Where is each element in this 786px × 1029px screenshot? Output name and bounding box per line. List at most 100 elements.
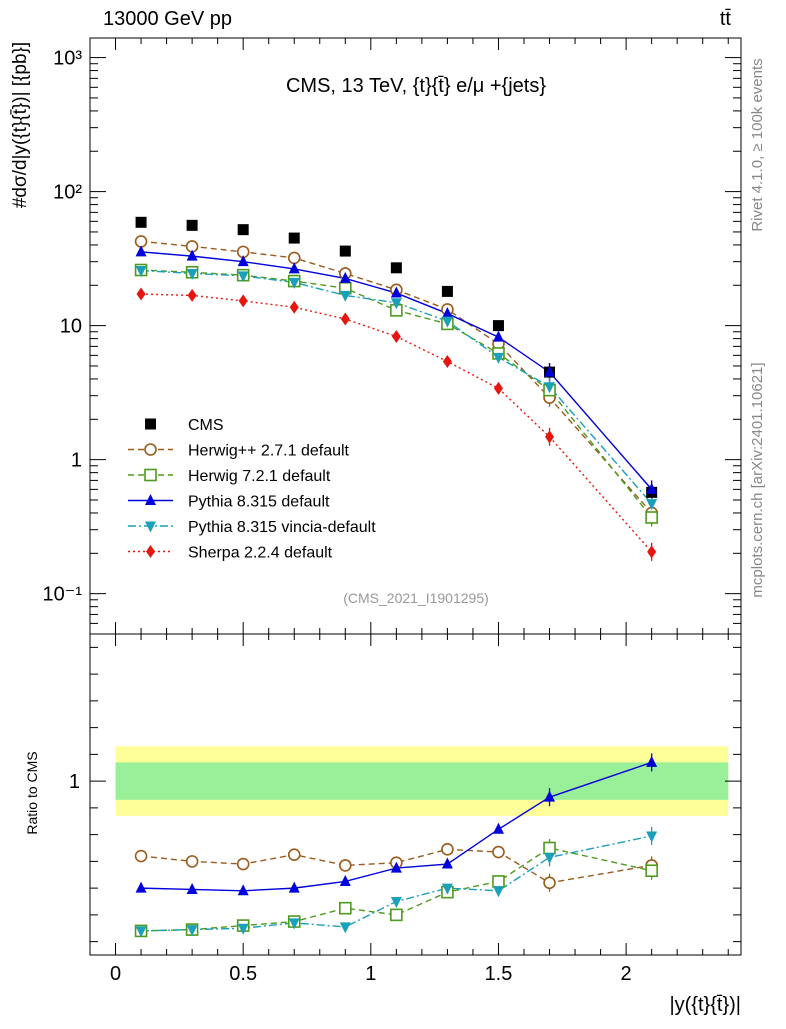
main-cms-point — [135, 216, 147, 228]
ratio-pythia-8-315-vincia-default-point — [390, 897, 402, 908]
main-pythia-8-315-default-point — [339, 271, 351, 283]
ratio-herwig-2-7-1-default-point — [492, 845, 505, 859]
main-sherpa-2-2-4-default-point — [136, 287, 146, 301]
main-cms-point — [186, 219, 198, 231]
x-tick-label: 2 — [621, 963, 632, 985]
data-markers — [134, 216, 658, 938]
ratio-pythia-8-315-vincia-default-point — [492, 886, 504, 898]
process-label: tt̄ — [720, 8, 732, 30]
main-cms-point — [339, 245, 351, 257]
legend-herwig-2-7-1-default-marker — [144, 443, 157, 456]
analysis-tag: (CMS_2021_I1901295) — [343, 590, 489, 606]
main-sherpa-2-2-4-default-point — [391, 329, 401, 343]
legend-pythia-8-315-default-label: Pythia 8.315 default — [188, 494, 330, 511]
main-pythia-8-315-vincia-default-point — [135, 265, 147, 277]
cms-uncertainty-bands — [115, 746, 729, 816]
main-pythia-8-315-vincia-default-point — [339, 290, 351, 302]
ratio-pythia-8-315-vincia-default-point — [135, 926, 147, 938]
ratio-pythia-8-315-default-point — [646, 755, 658, 767]
ratio-herwig-7-2-1-default-line — [141, 847, 652, 932]
ratio-pythia-8-315-vincia-default-point — [441, 883, 453, 895]
legend-pythia-8-315-vincia-default-marker — [145, 521, 156, 533]
ratio-pythia-8-315-vincia-default-point — [186, 925, 198, 937]
main-cms-point — [288, 232, 300, 244]
main-cms-point — [237, 224, 249, 236]
main-cms-point — [492, 320, 504, 332]
rivet-version-label: Rivet 4.1.0, ≥ 100k events — [749, 58, 766, 231]
main-pythia-8-315-default-point — [492, 330, 504, 342]
legend-cms-label: CMS — [188, 417, 224, 434]
legend-herwig-7-2-1-default-label: Herwig 7.2.1 default — [188, 468, 331, 485]
main-pythia-8-315-vincia-default-point — [441, 316, 453, 328]
main-sherpa-2-2-4-default-point — [647, 545, 657, 559]
x-tick-label: 0 — [110, 963, 121, 985]
x-axis-label: |y({t}{t̄})| — [669, 994, 741, 1016]
main-sherpa-2-2-4-default-point — [187, 288, 197, 302]
ratio-pythia-8-315-vincia-default-point — [288, 918, 300, 930]
main-cms-point — [390, 262, 402, 274]
x-tick-label: 1.5 — [485, 963, 513, 985]
ratio-herwig-7-2-1-default-point — [390, 908, 403, 922]
ratio-herwig-7-2-1-default-point — [543, 841, 556, 855]
ratio-pythia-8-315-default-point — [492, 822, 504, 834]
ratio-herwig-2-7-1-default-point — [134, 849, 148, 863]
main-sherpa-2-2-4-default-point — [442, 354, 452, 368]
ratio-pythia-8-315-default-point — [135, 881, 147, 893]
ratio-pythia-8-315-vincia-default-point — [544, 852, 556, 864]
main-y-tick-label: 10² — [53, 182, 82, 204]
main-y-tick-label: 10 — [60, 316, 82, 338]
main-sherpa-2-2-4-default-point — [545, 430, 555, 444]
ratio-pythia-8-315-vincia-default-point — [646, 831, 658, 843]
series-lines — [140, 240, 653, 932]
main-pythia-8-315-default-point — [646, 482, 658, 494]
main-pythia-8-315-default-point — [390, 286, 402, 298]
main-pythia-8-315-vincia-default-point — [237, 271, 249, 283]
ratio-pythia-8-315-default-point — [339, 874, 351, 886]
ratio-y-axis-label: Ratio to CMS — [24, 751, 40, 834]
main-pythia-8-315-vincia-default-point — [492, 352, 504, 364]
ratio-pythia-8-315-vincia-default-line — [141, 835, 652, 932]
ratio-pythia-8-315-default-line — [141, 761, 652, 892]
legend-sherpa-2-2-4-default-label: Sherpa 2.2.4 default — [188, 545, 333, 562]
legend-pythia-8-315-default-marker — [145, 494, 156, 505]
main-pythia-8-315-default-point — [237, 255, 249, 267]
main-y-tick-label: 1 — [71, 450, 82, 472]
legend-pythia-8-315-vincia-default-label: Pythia 8.315 vincia-default — [188, 519, 376, 536]
ratio-pythia-8-315-default-point — [441, 857, 453, 869]
x-tick-label: 0.5 — [229, 963, 257, 985]
main-pythia-8-315-vincia-default-point — [186, 268, 198, 280]
main-pythia-8-315-vincia-default-point — [390, 298, 402, 310]
main-herwig-2-7-1-default-point — [287, 251, 301, 265]
main-pythia-8-315-default-point — [186, 249, 198, 261]
x-tick-label: 1 — [365, 963, 376, 985]
main-herwig-7-2-1-default-point — [645, 511, 658, 524]
ratio-herwig-2-7-1-default-point — [185, 855, 199, 868]
legend-herwig-7-2-1-default-marker — [144, 468, 157, 482]
main-pythia-8-315-vincia-default-point — [544, 382, 556, 394]
axis-ticks — [90, 38, 741, 955]
legend-sherpa-2-2-4-default-marker — [146, 545, 155, 558]
tick-labels: 10⁻¹ 1 10 10² 10³ 0 0.5 1 1.5 2 1 — [43, 48, 632, 985]
main-pythia-8-315-default-point — [135, 245, 147, 257]
main-herwig-2-7-1-default-line — [140, 240, 653, 514]
ratio-herwig-7-2-1-default-point — [492, 875, 505, 888]
legend: CMS Herwig++ 2.7.1 default Herwig 7.2.1 de… — [128, 417, 376, 562]
main-pythia-8-315-vincia-default-point — [646, 499, 658, 511]
ratio-pythia-8-315-default-point — [186, 882, 198, 894]
main-cms-point — [441, 285, 453, 297]
ratio-y-tick-label: 1 — [69, 771, 80, 793]
main-y-axis-label: #dσ/d|y({t}{t̄})| [{pb}] — [10, 42, 31, 208]
ratio-pythia-8-315-default-point — [544, 790, 556, 802]
legend-herwig-2-7-1-default-label: Herwig++ 2.7.1 default — [188, 443, 350, 460]
main-sherpa-2-2-4-default-point — [289, 300, 299, 314]
ratio-herwig-7-2-1-default-point — [645, 864, 658, 878]
main-plot-title: CMS, 13 TeV, {t}{t̄} e/μ +{jets} — [286, 75, 546, 97]
ratio-pythia-8-315-vincia-default-point — [237, 923, 249, 935]
main-pythia-8-315-default-point — [544, 365, 556, 377]
mcplots-credit-label: mcplots.cern.ch [arXiv:2401.10621] — [749, 362, 766, 597]
energy-label: 13000 GeV pp — [103, 8, 232, 30]
legend-cms-marker — [145, 418, 156, 430]
main-pythia-8-315-default-point — [441, 307, 453, 319]
main-sherpa-2-2-4-default-line — [141, 293, 653, 553]
